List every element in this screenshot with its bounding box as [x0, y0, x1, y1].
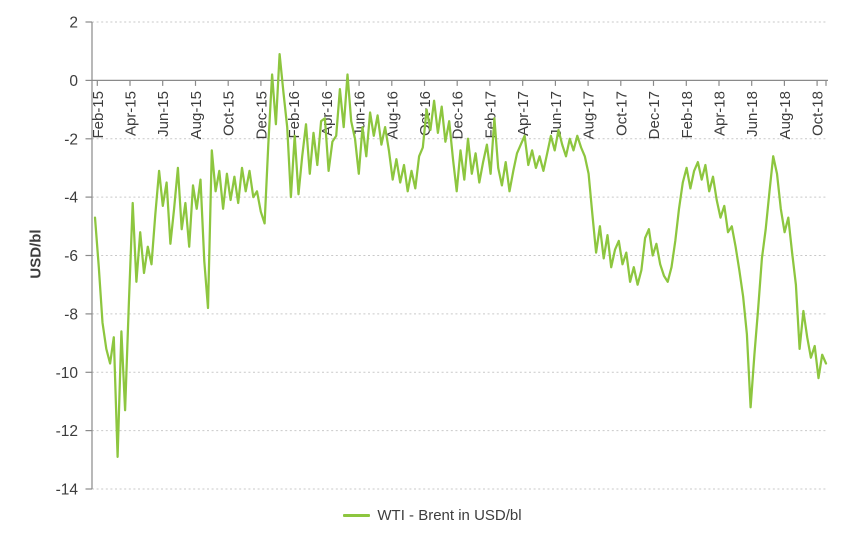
x-tick-label-Jun-15: Jun-15 — [155, 91, 172, 137]
x-tick-label-Jun-18: Jun-18 — [744, 91, 761, 137]
y-tick-label--14: -14 — [56, 482, 79, 499]
x-tick-label-Aug-15: Aug-15 — [188, 91, 205, 139]
x-tick-label-Oct-17: Oct-17 — [613, 91, 630, 136]
x-tick-label-Oct-15: Oct-15 — [221, 91, 238, 136]
legend-line-swatch — [343, 514, 371, 517]
x-tick-label-Apr-17: Apr-17 — [515, 91, 532, 136]
x-tick-label-Dec-15: Dec-15 — [253, 91, 270, 139]
x-tick-label-Feb-16: Feb-16 — [286, 91, 303, 139]
y-tick-label--2: -2 — [64, 131, 78, 148]
x-tick-label-Oct-18: Oct-18 — [810, 91, 827, 136]
x-tick-label-Jun-16: Jun-16 — [352, 91, 369, 137]
y-tick-label--6: -6 — [64, 248, 78, 265]
x-tick-label-Apr-16: Apr-16 — [319, 91, 336, 136]
x-tick-label-Apr-18: Apr-18 — [712, 91, 729, 136]
legend-label: WTI - Brent in USD/bl — [377, 507, 522, 524]
x-tick-label-Aug-16: Aug-16 — [384, 91, 401, 139]
x-tick-label-Dec-16: Dec-16 — [450, 91, 467, 139]
x-tick-label-Feb-15: Feb-15 — [90, 91, 107, 139]
x-tick-label-Apr-15: Apr-15 — [123, 91, 140, 136]
y-tick-label-0: 0 — [69, 73, 78, 90]
x-tick-label-Aug-17: Aug-17 — [581, 91, 598, 139]
y-tick-label--10: -10 — [56, 365, 79, 382]
y-tick-label--4: -4 — [64, 190, 78, 207]
x-tick-label-Aug-18: Aug-18 — [777, 91, 794, 139]
y-tick-label-2: 2 — [69, 15, 78, 32]
x-tick-label-Feb-17: Feb-17 — [482, 91, 499, 139]
y-tick-label--12: -12 — [56, 423, 78, 440]
x-tick-label-Jun-17: Jun-17 — [548, 91, 565, 137]
x-tick-label-Feb-18: Feb-18 — [679, 91, 696, 139]
x-tick-label-Dec-17: Dec-17 — [646, 91, 663, 139]
legend: WTI - Brent in USD/bl — [0, 507, 865, 524]
y-tick-label--8: -8 — [64, 306, 78, 323]
wti-brent-series-line — [93, 52, 828, 459]
